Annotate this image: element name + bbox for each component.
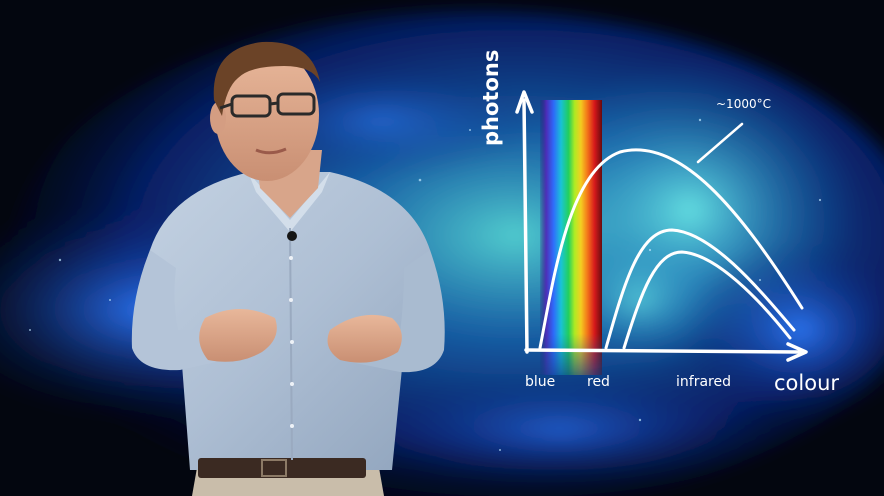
x-axis-arrow xyxy=(786,342,808,362)
x-label-blue: blue xyxy=(525,374,555,390)
x-label-red: red xyxy=(587,374,610,390)
spectrum-diagram: photons colour ~1000°C blue red infrared xyxy=(479,50,839,395)
x-label-infrared: infrared xyxy=(676,374,731,390)
y-axis-label: photons xyxy=(479,50,503,146)
glasses xyxy=(219,92,316,118)
curve-cool xyxy=(622,250,792,350)
y-axis xyxy=(522,98,529,354)
x-axis-label: colour xyxy=(774,371,839,395)
right-hand xyxy=(327,314,402,363)
belt xyxy=(198,458,366,478)
x-axis xyxy=(524,348,802,354)
curve-hot xyxy=(538,148,804,350)
curve-medium xyxy=(604,228,796,350)
visible-spectrum-band xyxy=(540,100,602,375)
y-axis-arrow xyxy=(515,90,534,114)
presenter xyxy=(131,41,445,496)
lapel-mic xyxy=(287,231,297,241)
temperature-pointer xyxy=(696,122,744,164)
hair xyxy=(213,41,320,117)
temperature-label: ~1000°C xyxy=(716,97,771,111)
left-hand xyxy=(199,309,277,362)
